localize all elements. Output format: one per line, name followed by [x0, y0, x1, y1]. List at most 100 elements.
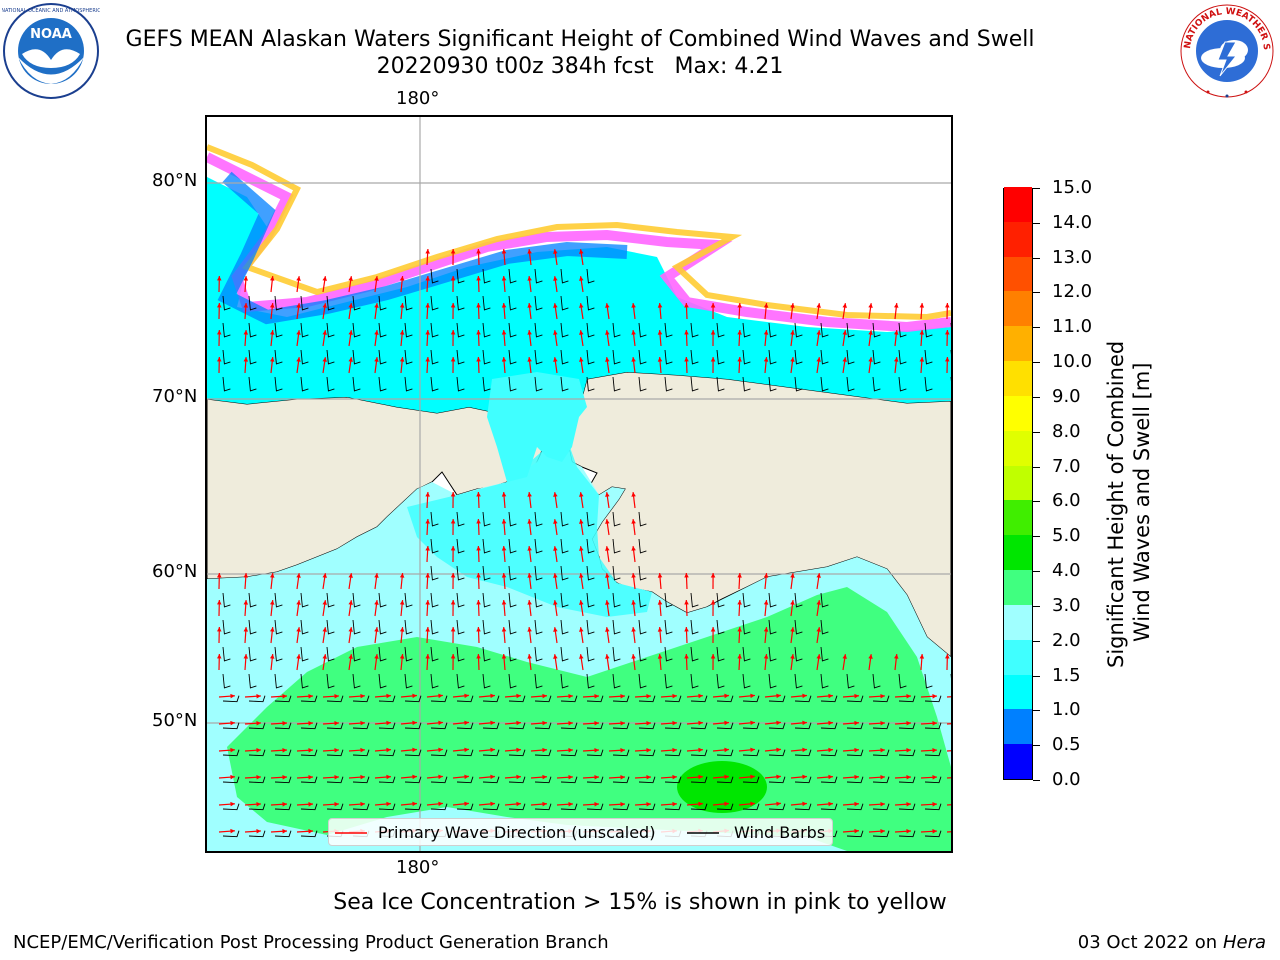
- wave-direction-arrowhead: [490, 747, 495, 753]
- wind-barb: [560, 776, 578, 784]
- wind-barb: [352, 322, 361, 338]
- wave-direction-arrowhead: [386, 693, 391, 699]
- wave-direction-arrowhead: [737, 573, 742, 578]
- wind-barb: [300, 776, 318, 784]
- wave-direction-arrowhead: [594, 748, 599, 753]
- wind-barb: [638, 349, 647, 365]
- wind-barb: [638, 673, 647, 689]
- wind-barb: [378, 295, 387, 311]
- wave-direction-arrowhead: [854, 693, 859, 699]
- wind-barb: [222, 776, 240, 784]
- wind-barb: [716, 592, 725, 608]
- wind-barb: [560, 803, 578, 811]
- wave-direction-arrowhead: [256, 693, 261, 699]
- wave-direction-arrow: [946, 777, 951, 779]
- wind-barb: [846, 673, 855, 689]
- wave-direction-arrowhead: [230, 774, 235, 780]
- wave-direction-arrowhead: [243, 276, 249, 281]
- wave-direction-arrowhead: [243, 627, 249, 632]
- wave-direction-arrowhead: [894, 303, 899, 308]
- wind-barb: [742, 322, 751, 338]
- wave-direction-arrowhead: [906, 829, 911, 834]
- colorbar-tick: [1033, 222, 1040, 224]
- wave-direction-arrowhead: [579, 519, 584, 524]
- wind-barb: [560, 268, 569, 284]
- wind-barb: [872, 349, 881, 365]
- wind-barb: [404, 592, 413, 608]
- wind-barb: [508, 376, 517, 392]
- wave-direction-arrowhead: [527, 519, 532, 524]
- wind-barb: [768, 749, 786, 757]
- wind-barb: [456, 538, 465, 554]
- wind-barb: [430, 749, 448, 757]
- wave-direction-arrowhead: [399, 357, 405, 362]
- wind-barb: [508, 538, 517, 554]
- wind-barb: [326, 749, 344, 757]
- wind-barb: [716, 376, 725, 392]
- wind-barb: [898, 830, 916, 838]
- wind-barb: [768, 592, 777, 608]
- wave-direction-arrowhead: [348, 600, 353, 605]
- colorbar-tick: [1033, 536, 1040, 538]
- wind-barb: [404, 376, 413, 392]
- wind-barb: [690, 695, 708, 703]
- colorbar-segment: [1004, 534, 1032, 571]
- wave-direction-arrowhead: [501, 546, 507, 551]
- wind-barb: [768, 619, 777, 635]
- wind-barb: [794, 349, 803, 365]
- wave-direction-arrowhead: [750, 693, 755, 699]
- wind-barb: [716, 776, 734, 784]
- wave-direction-arrowhead: [490, 774, 495, 780]
- ocean-swell-peak: [677, 761, 767, 813]
- wind-barb: [534, 619, 543, 635]
- colorbar-tick: [1033, 710, 1040, 712]
- wind-barb: [586, 673, 595, 689]
- wave-direction-arrowhead: [594, 802, 599, 807]
- wind-barb: [378, 592, 387, 608]
- wind-barb: [768, 803, 786, 811]
- wind-barb: [248, 349, 257, 365]
- wind-barb: [482, 295, 491, 311]
- wave-direction-arrowhead: [269, 276, 275, 281]
- wind-barb: [404, 646, 413, 662]
- wind-barb: [820, 619, 829, 635]
- wave-direction-arrowhead: [568, 774, 573, 780]
- wave-direction-arrowhead: [631, 519, 636, 524]
- wave-direction-arrowhead: [816, 627, 821, 632]
- wind-barb: [534, 349, 543, 365]
- wind-barb: [430, 592, 439, 608]
- wave-direction-arrowhead: [828, 801, 833, 807]
- colorbar-tick-label: 7.0: [1052, 455, 1081, 477]
- colorbar-tick: [1033, 292, 1040, 294]
- wave-direction-arrowhead: [256, 720, 261, 726]
- wave-direction-arrowhead: [386, 774, 391, 780]
- wave-direction-arrowhead: [594, 694, 599, 699]
- wave-direction-arrowhead: [620, 694, 625, 699]
- wind-barb: [664, 722, 682, 730]
- wind-barb: [898, 673, 907, 689]
- wave-direction-arrowhead: [256, 801, 261, 807]
- wave-direction-arrowhead: [710, 330, 716, 335]
- wave-direction-arrowhead: [412, 801, 417, 807]
- wave-direction-arrowhead: [737, 330, 742, 335]
- wave-direction-arrowhead: [906, 721, 911, 726]
- wind-barb: [612, 376, 621, 392]
- wave-direction-arrowhead: [776, 747, 781, 753]
- wind-barb: [482, 722, 500, 730]
- wave-direction-arrowhead: [399, 573, 405, 578]
- wind-barb: [794, 592, 803, 608]
- wind-barb: [612, 538, 621, 554]
- wind-barb: [248, 376, 257, 392]
- wave-direction-arrowhead: [553, 249, 558, 254]
- colorbar-tick-label: 14.0: [1052, 211, 1093, 233]
- wave-direction-arrowhead: [724, 801, 729, 807]
- wind-barb: [248, 673, 257, 689]
- noaa-logo-icon: NOAA NATIONAL OCEANIC AND ATMOSPHERIC: [1, 2, 101, 100]
- wind-barb: [404, 803, 422, 811]
- wave-direction-arrowhead: [374, 627, 379, 632]
- wind-barb: [716, 803, 734, 811]
- wave-direction-arrowhead: [790, 303, 795, 308]
- wind-barb: [872, 803, 890, 811]
- wave-direction-arrowhead: [932, 721, 937, 726]
- wind-barb: [924, 749, 942, 757]
